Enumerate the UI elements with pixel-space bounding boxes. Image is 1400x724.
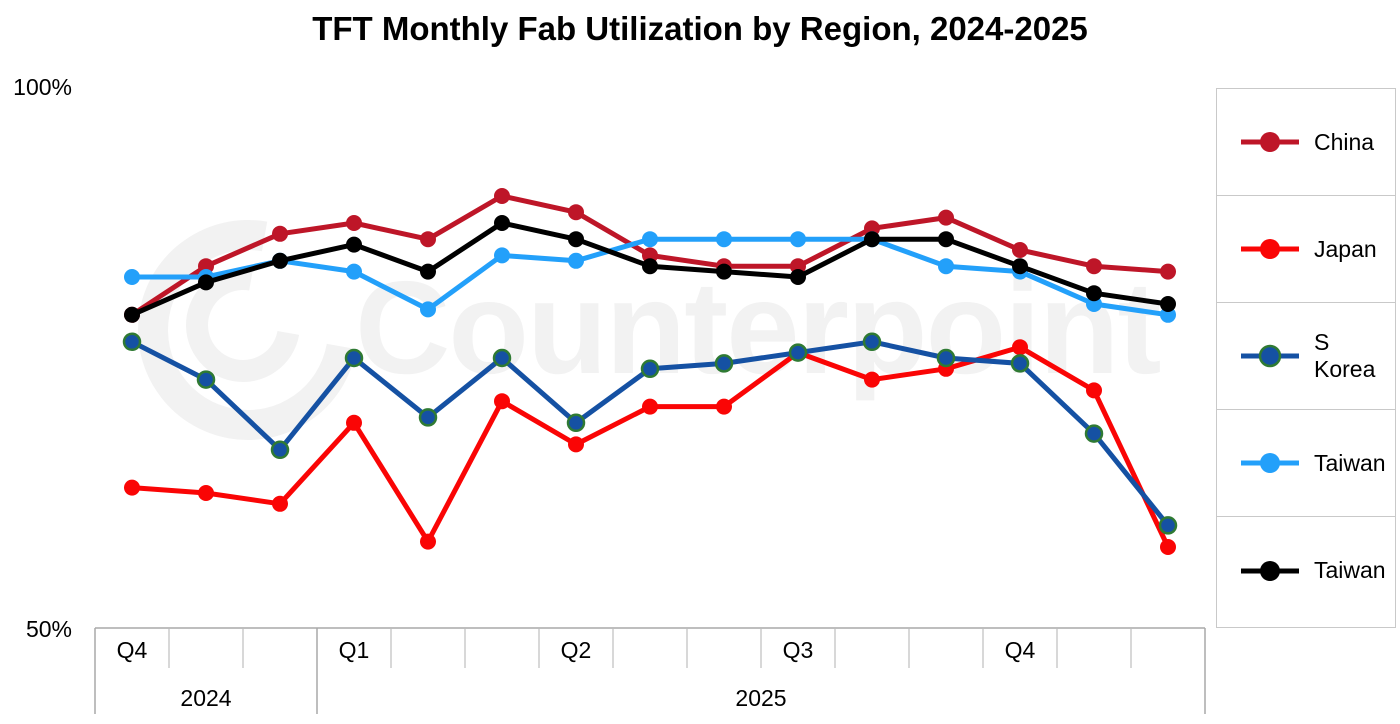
- data-point-s-korea: [122, 332, 142, 352]
- data-point-taiwan: [568, 231, 584, 248]
- legend-item-s-korea-2: S Korea: [1217, 303, 1395, 410]
- data-point-china: [568, 204, 584, 221]
- legend-box: China Japan S Korea Taiwan Taiwan: [1216, 88, 1396, 628]
- data-point-china: [346, 215, 362, 231]
- data-point-china: [420, 231, 436, 248]
- data-point-s-korea: [714, 354, 734, 373]
- data-point-china: [1012, 242, 1028, 258]
- data-point-taiwan: [198, 274, 214, 291]
- watermark-text: Counterpoint: [355, 254, 1161, 401]
- data-point-japan: [864, 371, 880, 388]
- legend-marker-icon: [1241, 453, 1299, 473]
- data-point-taiwan: [1012, 258, 1028, 275]
- data-point-s-korea: [196, 370, 216, 389]
- data-point-japan: [272, 495, 288, 512]
- data-point-s-korea: [344, 348, 364, 368]
- x-axis-quarter-label: Q1: [339, 637, 370, 663]
- legend-label: Japan: [1314, 235, 1377, 262]
- data-point-s-korea: [566, 413, 586, 433]
- x-axis-quarter-label: Q3: [783, 637, 814, 663]
- x-axis-quarter-label: Q4: [1005, 637, 1036, 663]
- data-point-taiwan: [790, 269, 806, 285]
- legend-item-china-0: China: [1217, 89, 1395, 196]
- data-point-s-korea: [788, 343, 808, 362]
- data-point-china: [272, 225, 288, 242]
- data-point-china: [1086, 258, 1102, 275]
- data-point-taiwan: [642, 258, 658, 275]
- data-point-s-korea: [270, 440, 290, 460]
- x-axis-year-label: 2024: [180, 685, 231, 711]
- data-point-taiwan: [716, 263, 732, 280]
- data-point-taiwan: [494, 247, 510, 264]
- data-point-taiwan: [864, 231, 880, 248]
- data-point-china: [494, 188, 510, 204]
- data-point-japan: [198, 485, 214, 501]
- data-point-s-korea: [1010, 354, 1030, 373]
- data-point-japan: [1012, 339, 1028, 356]
- legend-item-taiwan-3: Taiwan: [1217, 410, 1395, 517]
- data-point-s-korea: [936, 348, 956, 368]
- data-point-taiwan: [420, 263, 436, 280]
- data-point-taiwan: [568, 252, 584, 269]
- legend-item-taiwan-4: Taiwan: [1217, 517, 1395, 624]
- data-point-taiwan: [494, 215, 510, 231]
- data-point-taiwan: [716, 231, 732, 248]
- data-point-japan: [346, 414, 362, 431]
- legend-label: China: [1314, 128, 1375, 155]
- legend-label: S Korea: [1314, 329, 1376, 382]
- data-point-s-korea: [640, 359, 660, 379]
- legend-item-japan-1: Japan: [1217, 196, 1395, 303]
- data-point-china: [938, 209, 954, 226]
- data-point-taiwan: [420, 301, 436, 318]
- data-point-taiwan: [1160, 296, 1176, 312]
- data-point-taiwan: [642, 231, 658, 248]
- data-point-s-korea: [492, 348, 512, 368]
- data-point-taiwan: [272, 252, 288, 269]
- y-axis-max-label: 100%: [13, 74, 72, 100]
- data-point-japan: [124, 479, 140, 496]
- data-point-taiwan: [346, 236, 362, 253]
- legend-marker-icon: [1241, 132, 1299, 152]
- data-point-taiwan: [1086, 285, 1102, 302]
- legend-marker-icon: [1241, 344, 1299, 368]
- data-point-japan: [568, 436, 584, 453]
- data-point-taiwan: [790, 231, 806, 248]
- legend-label: Taiwan: [1314, 449, 1386, 476]
- data-point-taiwan: [124, 306, 140, 323]
- chart-title: TFT Monthly Fab Utilization by Region, 2…: [312, 10, 1088, 47]
- data-point-japan: [420, 533, 436, 550]
- x-axis-quarter-label: Q2: [561, 637, 592, 663]
- data-point-china: [1160, 263, 1176, 280]
- data-point-japan: [1160, 539, 1176, 555]
- data-point-japan: [1086, 382, 1102, 399]
- data-point-s-korea: [418, 408, 438, 427]
- data-point-taiwan: [938, 231, 954, 248]
- data-point-taiwan: [938, 258, 954, 275]
- data-point-taiwan: [124, 269, 140, 285]
- data-point-taiwan: [346, 263, 362, 280]
- x-axis-quarter-label: Q4: [117, 637, 148, 663]
- data-point-japan: [716, 398, 732, 415]
- legend-marker-icon: [1241, 239, 1299, 259]
- legend-label: Taiwan: [1314, 557, 1386, 583]
- data-point-japan: [494, 393, 510, 410]
- data-point-s-korea: [862, 332, 882, 352]
- y-axis-min-label: 50%: [25, 616, 72, 642]
- x-axis-year-label: 2025: [735, 685, 786, 711]
- data-point-s-korea: [1084, 424, 1104, 443]
- data-point-japan: [642, 398, 658, 415]
- data-point-s-korea: [1158, 516, 1178, 535]
- legend-marker-icon: [1241, 560, 1299, 581]
